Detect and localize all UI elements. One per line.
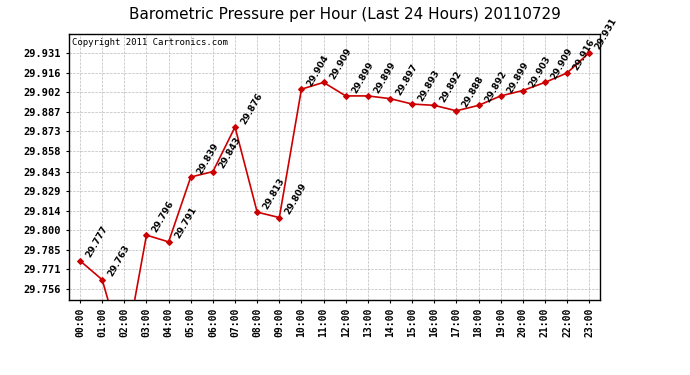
Text: 29.706: 29.706 — [0, 374, 1, 375]
Text: 29.904: 29.904 — [306, 53, 331, 88]
Point — [230, 124, 241, 130]
Point — [208, 169, 219, 175]
Point — [451, 108, 462, 114]
Point — [340, 93, 351, 99]
Text: 29.888: 29.888 — [460, 75, 486, 109]
Point — [384, 96, 395, 102]
Point — [97, 277, 108, 283]
Text: Barometric Pressure per Hour (Last 24 Hours) 20110729: Barometric Pressure per Hour (Last 24 Ho… — [129, 8, 561, 22]
Point — [75, 258, 86, 264]
Text: 29.892: 29.892 — [438, 69, 464, 104]
Point — [274, 214, 285, 220]
Point — [296, 86, 307, 92]
Point — [495, 93, 506, 99]
Point — [252, 209, 263, 215]
Text: 29.839: 29.839 — [195, 141, 220, 176]
Point — [518, 87, 529, 93]
Text: 29.899: 29.899 — [350, 60, 375, 94]
Text: 29.813: 29.813 — [262, 176, 286, 211]
Point — [428, 102, 440, 108]
Text: 29.903: 29.903 — [527, 54, 552, 89]
Text: 29.763: 29.763 — [106, 244, 132, 278]
Point — [584, 50, 595, 55]
Text: 29.931: 29.931 — [593, 16, 619, 51]
Point — [185, 174, 196, 180]
Point — [473, 102, 484, 108]
Text: 29.899: 29.899 — [372, 60, 397, 94]
Text: 29.893: 29.893 — [416, 68, 442, 103]
Point — [141, 232, 152, 238]
Point — [163, 239, 174, 245]
Point — [540, 80, 551, 86]
Text: 29.892: 29.892 — [483, 69, 508, 104]
Text: 29.876: 29.876 — [239, 91, 264, 126]
Text: 29.843: 29.843 — [217, 135, 242, 170]
Text: 29.897: 29.897 — [394, 62, 420, 97]
Point — [318, 80, 329, 86]
Point — [362, 93, 373, 99]
Text: 29.909: 29.909 — [328, 46, 353, 81]
Text: 29.909: 29.909 — [549, 46, 574, 81]
Text: 29.777: 29.777 — [84, 225, 110, 260]
Text: Copyright 2011 Cartronics.com: Copyright 2011 Cartronics.com — [72, 38, 228, 47]
Text: 29.916: 29.916 — [571, 37, 596, 72]
Text: 29.796: 29.796 — [150, 199, 176, 234]
Point — [562, 70, 573, 76]
Point — [119, 354, 130, 360]
Text: 29.809: 29.809 — [284, 182, 308, 216]
Text: 29.899: 29.899 — [505, 60, 530, 94]
Point — [406, 101, 417, 107]
Text: 29.791: 29.791 — [172, 206, 198, 240]
